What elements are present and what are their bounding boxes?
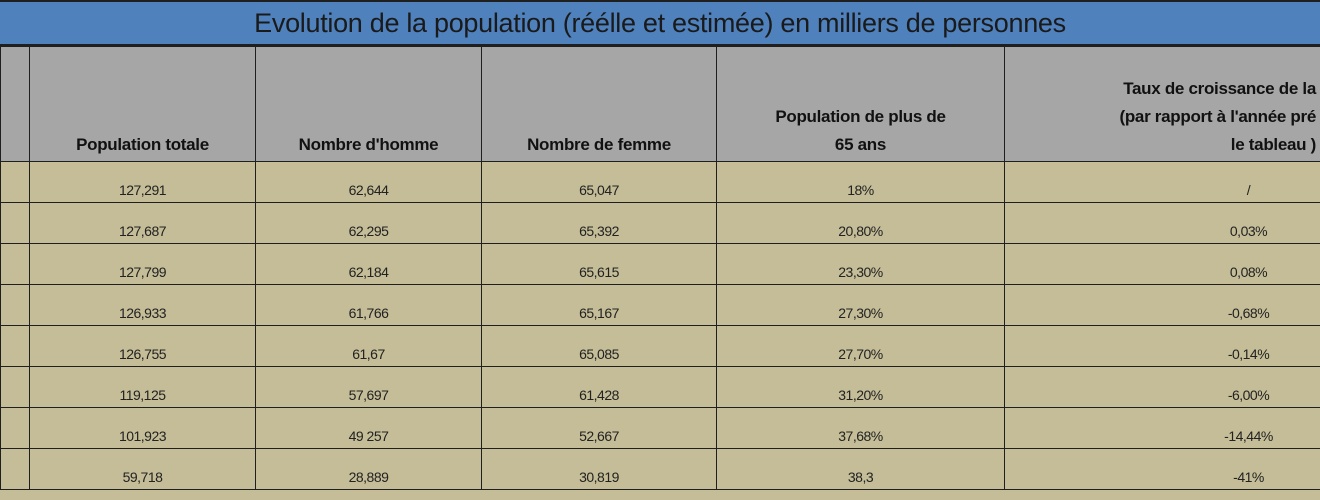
row-stub-cell[interactable] <box>0 202 30 244</box>
cell-nombre-hommes[interactable]: 28,889 <box>255 448 482 490</box>
cell-plus-65[interactable]: 23,30% <box>716 243 1005 285</box>
cell-population-totale[interactable]: 126,933 <box>29 284 256 326</box>
cell-plus-65[interactable]: 18% <box>716 161 1005 203</box>
cell-nombre-femmes[interactable]: 30,819 <box>481 448 717 490</box>
cell-taux-croissance[interactable]: 0,08% <box>1004 243 1320 285</box>
cell-taux-croissance[interactable]: -6,00% <box>1004 366 1320 408</box>
header-stub[interactable] <box>0 46 30 162</box>
cell-nombre-hommes[interactable]: 61,67 <box>255 325 482 367</box>
cell-nombre-hommes[interactable]: 62,644 <box>255 161 482 203</box>
cell-taux-croissance[interactable]: -14,44% <box>1004 407 1320 449</box>
header-row: Population totale Nombre d'homme Nombre … <box>0 46 1320 162</box>
cell-taux-croissance[interactable]: -41% <box>1004 448 1320 490</box>
table-row: 126,933 61,766 65,167 27,30% -0,68% <box>0 284 1320 326</box>
cell-nombre-femmes[interactable]: 52,667 <box>481 407 717 449</box>
cell-nombre-hommes[interactable]: 62,295 <box>255 202 482 244</box>
cell-population-totale[interactable]: 59,718 <box>29 448 256 490</box>
cell-nombre-femmes[interactable]: 61,428 <box>481 366 717 408</box>
cell-plus-65[interactable]: 20,80% <box>716 202 1005 244</box>
cell-nombre-femmes[interactable]: 65,047 <box>481 161 717 203</box>
cell-plus-65[interactable]: 37,68% <box>716 407 1005 449</box>
row-stub-cell[interactable] <box>0 448 30 490</box>
cell-nombre-hommes[interactable]: 61,766 <box>255 284 482 326</box>
table-row: 59,718 28,889 30,819 38,3 -41% <box>0 448 1320 490</box>
cell-taux-croissance[interactable]: / <box>1004 161 1320 203</box>
row-stub-cell[interactable] <box>0 284 30 326</box>
cell-population-totale[interactable]: 101,923 <box>29 407 256 449</box>
cell-population-totale[interactable]: 127,291 <box>29 161 256 203</box>
table-row: 119,125 57,697 61,428 31,20% -6,00% <box>0 366 1320 408</box>
cell-taux-croissance[interactable]: 0,03% <box>1004 202 1320 244</box>
cell-nombre-hommes[interactable]: 57,697 <box>255 366 482 408</box>
cell-nombre-femmes[interactable]: 65,085 <box>481 325 717 367</box>
header-plus-65[interactable]: Population de plus de 65 ans <box>716 46 1005 162</box>
cell-plus-65[interactable]: 27,70% <box>716 325 1005 367</box>
header-nombre-hommes[interactable]: Nombre d'homme <box>255 46 482 162</box>
cell-population-totale[interactable]: 119,125 <box>29 366 256 408</box>
row-stub-cell[interactable] <box>0 243 30 285</box>
cell-nombre-hommes[interactable]: 49 257 <box>255 407 482 449</box>
header-population-totale[interactable]: Population totale <box>29 46 256 162</box>
cell-population-totale[interactable]: 126,755 <box>29 325 256 367</box>
header-taux-line: (par rapport à l'année pré <box>1119 107 1316 126</box>
table-row: 101,923 49 257 52,667 37,68% -14,44% <box>0 407 1320 449</box>
cell-nombre-femmes[interactable]: 65,167 <box>481 284 717 326</box>
table-row: 127,799 62,184 65,615 23,30% 0,08% <box>0 243 1320 285</box>
row-stub-cell[interactable] <box>0 366 30 408</box>
population-table: Population totale Nombre d'homme Nombre … <box>0 46 1320 490</box>
cell-population-totale[interactable]: 127,799 <box>29 243 256 285</box>
header-plus-65-line: Population de plus de <box>775 107 946 126</box>
header-nombre-femmes[interactable]: Nombre de femme <box>481 46 717 162</box>
cell-plus-65[interactable]: 27,30% <box>716 284 1005 326</box>
row-stub-cell[interactable] <box>0 407 30 449</box>
header-taux-line: Taux de croissance de la <box>1123 79 1316 98</box>
header-taux-croissance[interactable]: Taux de croissance de la (par rapport à … <box>1004 46 1320 162</box>
cell-nombre-hommes[interactable]: 62,184 <box>255 243 482 285</box>
row-stub-cell[interactable] <box>0 325 30 367</box>
cell-taux-croissance[interactable]: -0,68% <box>1004 284 1320 326</box>
header-plus-65-line: 65 ans <box>834 135 887 154</box>
table-row: 127,687 62,295 65,392 20,80% 0,03% <box>0 202 1320 244</box>
cell-nombre-femmes[interactable]: 65,615 <box>481 243 717 285</box>
cell-taux-croissance[interactable]: -0,14% <box>1004 325 1320 367</box>
table-row: 126,755 61,67 65,085 27,70% -0,14% <box>0 325 1320 367</box>
header-taux-line: le tableau ) <box>1230 135 1317 154</box>
row-stub-cell[interactable] <box>0 161 30 203</box>
cell-plus-65[interactable]: 38,3 <box>716 448 1005 490</box>
cell-plus-65[interactable]: 31,20% <box>716 366 1005 408</box>
table-row: 127,291 62,644 65,047 18% / <box>0 161 1320 203</box>
cell-nombre-femmes[interactable]: 65,392 <box>481 202 717 244</box>
cell-population-totale[interactable]: 127,687 <box>29 202 256 244</box>
table-title: Evolution de la population (réélle et es… <box>0 0 1320 46</box>
